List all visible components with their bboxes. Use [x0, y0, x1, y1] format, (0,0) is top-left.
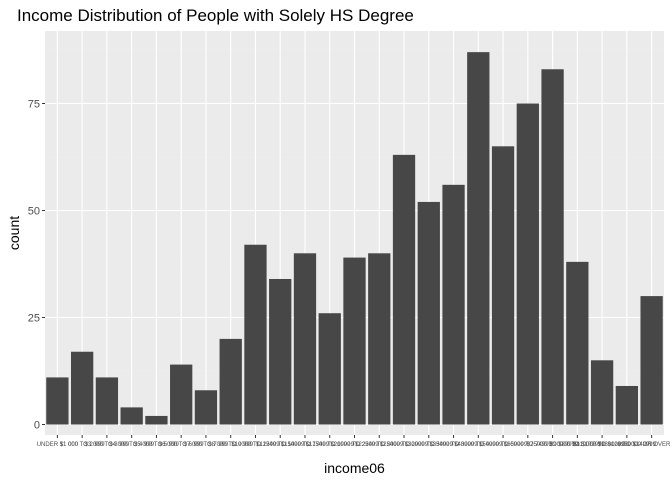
bar: [640, 296, 663, 425]
bar: [566, 261, 589, 425]
x-tick-label: $130000 TO $149999: [598, 442, 657, 448]
bar: [145, 415, 168, 425]
x-tick-label: $7 000 TO 7 999: [184, 442, 229, 448]
bar: [516, 103, 539, 425]
bar: [170, 364, 193, 425]
bar: [368, 253, 391, 425]
x-tick-label: UNDER $1 000: [37, 442, 79, 448]
x-tick-label: $50000 TO 59999: [479, 442, 528, 448]
x-axis: UNDER $1 000$1 000 TO 2 999$3 000 TO 3 9…: [37, 435, 671, 448]
y-tick-label: 0: [34, 420, 40, 432]
bar: [46, 377, 69, 425]
y-tick-label: 25: [28, 313, 40, 325]
x-tick-label: $3 000 TO 3 999: [84, 442, 129, 448]
x-tick-label: $75000 TO $89999: [527, 442, 579, 448]
x-axis-title: income06: [324, 460, 385, 476]
bar: [293, 253, 317, 425]
x-tick-label: $1 000 TO 2 999: [60, 442, 105, 448]
bar: [70, 351, 94, 425]
x-tick-label: $5 000 TO 5 999: [134, 442, 179, 448]
bar: [392, 154, 416, 425]
y-axis-title: count: [6, 216, 22, 250]
x-tick-label: $40000 TO 49999: [454, 442, 503, 448]
x-tick-label: $8 000 TO 9 999: [208, 442, 253, 448]
x-tick-label: $15000 TO 17499: [281, 442, 330, 448]
bar: [590, 360, 614, 425]
x-tick-label: $25000 TO 29999: [380, 442, 429, 448]
bar: [491, 146, 515, 425]
bar: [615, 385, 639, 425]
y-axis: 0 25 50 75: [28, 99, 45, 432]
x-tick-label: $22500 TO 24999: [355, 442, 404, 448]
x-tick-label: $90000 TO $109999: [550, 442, 605, 448]
bar: [269, 278, 292, 425]
bar: [541, 69, 564, 425]
bar: [318, 313, 341, 425]
x-tick-label: $10000 TO 12499: [231, 442, 280, 448]
x-tick-label: $60000 TO 74999: [504, 442, 553, 448]
bar: [194, 390, 218, 425]
x-tick-label: $110000 TO $129999: [573, 442, 631, 448]
x-tick-label: $20000 TO 22499: [330, 442, 379, 448]
x-tick-label: $4 000 TO 4 999: [109, 442, 154, 448]
x-tick-label: $35000 TO 39999: [429, 442, 478, 448]
y-tick-label: 50: [28, 206, 40, 218]
bar: [343, 257, 366, 425]
bar: [467, 52, 490, 425]
bar: [95, 377, 119, 425]
bar: [219, 338, 242, 425]
x-tick-label: $12500 TO 14999: [256, 442, 305, 448]
chart-title: Income Distribution of People with Solel…: [17, 6, 414, 25]
bar: [244, 244, 267, 425]
bar: [442, 184, 465, 425]
x-tick-label: $150000 OR OVER: [618, 442, 671, 448]
x-tick-label: $6 000 TO 6 999: [159, 442, 204, 448]
x-tick-label: $17500 TO 19999: [306, 442, 355, 448]
x-tick-label: $30000 TO 34999: [405, 442, 454, 448]
bar: [417, 201, 440, 425]
bar: [120, 407, 143, 425]
y-tick-label: 75: [28, 99, 40, 111]
bars: [46, 52, 663, 425]
